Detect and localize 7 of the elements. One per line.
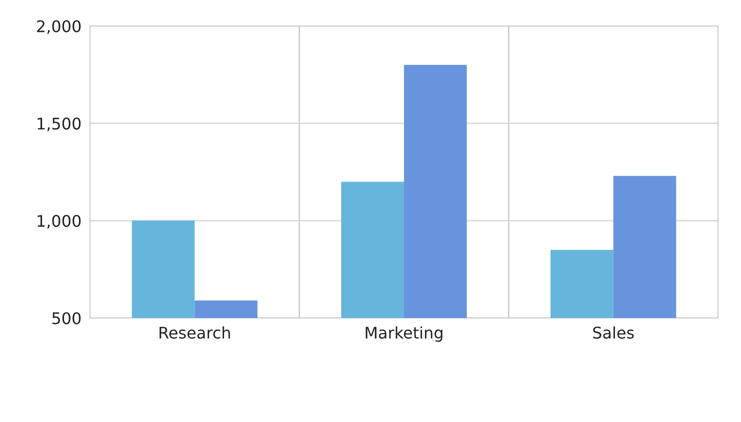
y-tick-label: 2,000	[37, 20, 81, 34]
x-tick-label: Marketing	[366, 326, 442, 342]
x-tick-label: Research	[160, 326, 230, 339]
y-tick-label: 1,000	[38, 214, 81, 229]
x-tick-label: Sales	[593, 326, 634, 339]
y-tick-label: 1,500	[38, 118, 81, 132]
y-tick-label: 500	[52, 312, 81, 324]
